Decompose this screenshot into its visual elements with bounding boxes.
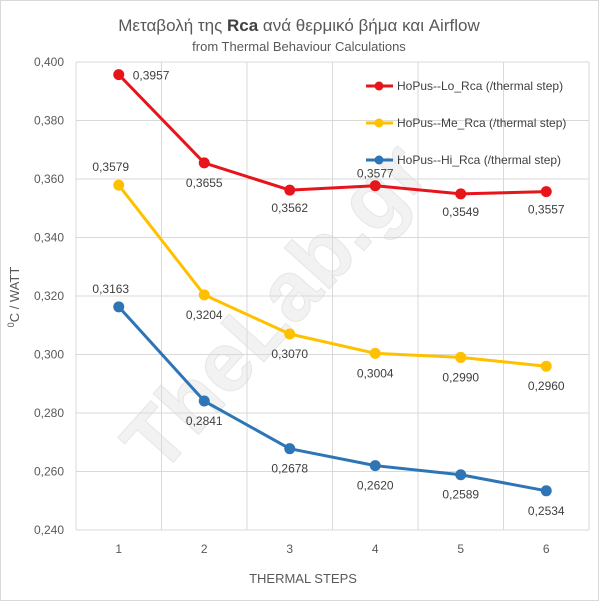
data-point — [369, 460, 381, 472]
y-tick-label: 0,360 — [34, 172, 64, 186]
x-tick-label: 1 — [115, 542, 122, 556]
legend: HoPus--Lo_Rca (/thermal step) HoPus--Me_R… — [366, 79, 566, 167]
data-label: 0,2534 — [528, 504, 565, 518]
series-line-2 — [117, 183, 548, 368]
data-label: 0,2960 — [528, 379, 565, 393]
data-label: 0,2589 — [442, 488, 479, 502]
gridlines — [75, 61, 590, 531]
x-axis-ticks: 1 2 3 4 5 6 — [115, 542, 550, 556]
x-tick-label: 5 — [457, 542, 464, 556]
data-point — [113, 301, 125, 313]
y-tick-label: 0,320 — [34, 289, 64, 303]
data-label: 0,2841 — [186, 414, 223, 428]
data-label: 0,3562 — [271, 201, 308, 215]
data-label: 0,3557 — [528, 203, 565, 217]
data-label: 0,3655 — [186, 176, 223, 190]
legend-swatch-marker — [374, 81, 384, 91]
data-point — [540, 360, 552, 372]
data-point — [540, 485, 552, 497]
series-line-3 — [117, 305, 548, 493]
data-point — [198, 395, 210, 407]
data-point — [284, 443, 296, 455]
data-point — [369, 180, 381, 192]
data-point — [455, 351, 467, 363]
data-label: 0,2678 — [271, 462, 308, 476]
data-label: 0,3549 — [442, 205, 479, 219]
y-axis-ticks: 0,240 0,260 0,280 0,300 0,320 0,340 0,360 0,380… — [34, 55, 64, 537]
y-tick-label: 0,340 — [34, 231, 64, 245]
chart-subtitle: from Thermal Behaviour Calculations — [192, 39, 406, 54]
y-tick-label: 0,300 — [34, 348, 64, 362]
data-label: 0,3204 — [186, 308, 223, 322]
data-point — [113, 179, 125, 191]
data-label: 0,3579 — [92, 160, 129, 174]
data-point — [198, 157, 210, 169]
y-tick-label: 0,380 — [34, 114, 64, 128]
x-tick-label: 6 — [543, 542, 550, 556]
x-axis-title: THERMAL STEPS — [249, 571, 357, 586]
data-label: 0,3070 — [271, 347, 308, 361]
chart-title: Μεταβολή της Rca ανά θερμικό βήμα και Ai… — [118, 16, 480, 35]
data-point — [455, 469, 467, 481]
x-tick-label: 2 — [201, 542, 208, 556]
legend-entry-label: HoPus--Me_Rca (/thermal step) — [397, 116, 566, 130]
data-point — [284, 328, 296, 340]
legend-entry-label: HoPus--Lo_Rca (/thermal step) — [397, 79, 563, 93]
series-line-1 — [117, 73, 548, 196]
legend-swatch-marker — [374, 155, 384, 165]
data-point — [284, 184, 296, 196]
data-label: 0,2620 — [357, 479, 394, 493]
data-label: 0,3163 — [92, 282, 129, 296]
x-tick-label: 3 — [286, 542, 293, 556]
legend-entry-label: HoPus--Hi_Rca (/thermal step) — [397, 153, 561, 167]
y-tick-label: 0,280 — [34, 406, 64, 420]
y-tick-label: 0,260 — [34, 465, 64, 479]
data-point — [540, 186, 552, 198]
x-tick-label: 4 — [372, 542, 379, 556]
legend-swatch-marker — [374, 118, 384, 128]
y-tick-label: 0,400 — [34, 55, 64, 69]
data-point — [198, 289, 210, 301]
y-axis-title: 0C / WATT — [6, 267, 22, 328]
data-point — [113, 69, 125, 81]
data-label: 0,3004 — [357, 366, 394, 380]
y-tick-label: 0,240 — [34, 523, 64, 537]
data-point — [369, 347, 381, 359]
series-group — [113, 69, 552, 497]
data-label: 0,2990 — [442, 370, 479, 384]
data-label: 0,3577 — [357, 167, 394, 181]
data-point — [455, 188, 467, 200]
data-labels: 0,3957 0,3655 0,3562 0,3577 0,3549 0,3557 0,35… — [92, 69, 565, 518]
data-label: 0,3957 — [133, 69, 170, 83]
